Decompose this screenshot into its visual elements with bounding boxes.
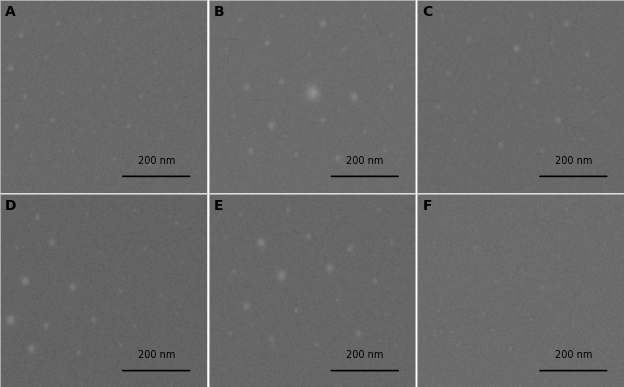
Text: E: E	[214, 199, 223, 213]
Text: 200 nm: 200 nm	[555, 350, 592, 360]
Text: 200 nm: 200 nm	[137, 350, 175, 360]
Text: 200 nm: 200 nm	[555, 156, 592, 166]
Text: 200 nm: 200 nm	[346, 350, 383, 360]
Text: 200 nm: 200 nm	[137, 156, 175, 166]
Text: B: B	[214, 5, 225, 19]
Text: 200 nm: 200 nm	[346, 156, 383, 166]
Text: F: F	[422, 199, 432, 213]
Text: D: D	[5, 199, 17, 213]
Text: C: C	[422, 5, 432, 19]
Text: A: A	[5, 5, 16, 19]
